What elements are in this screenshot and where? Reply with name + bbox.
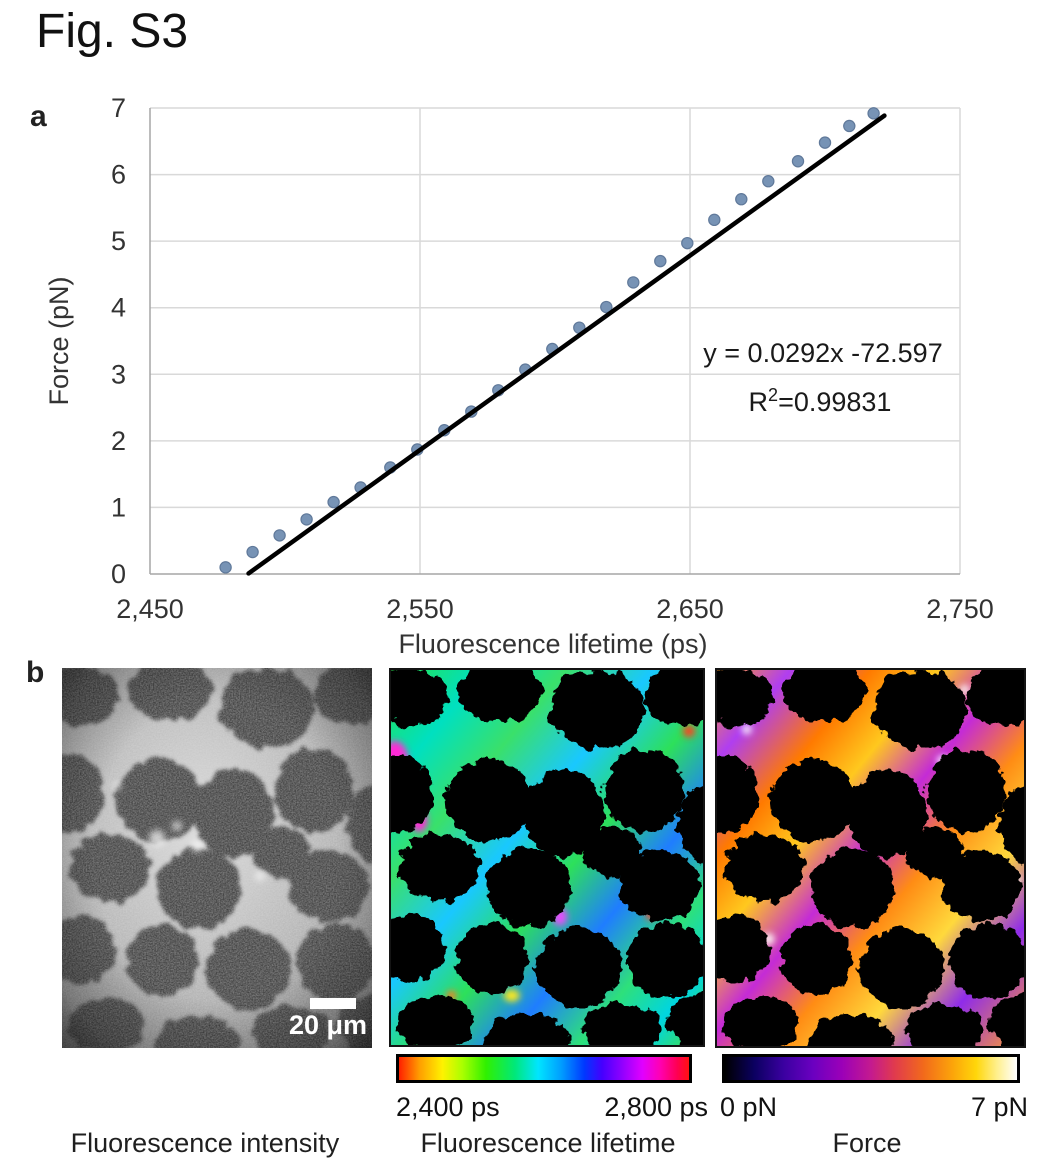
svg-text:2: 2	[111, 426, 126, 456]
svg-text:0: 0	[111, 559, 126, 589]
svg-text:3: 3	[111, 359, 126, 389]
svg-text:2,450: 2,450	[116, 594, 184, 624]
microscopy-image-force	[715, 668, 1026, 1048]
lifetime-colorbar-labels: 2,400 ps 2,800 ps	[396, 1092, 708, 1123]
svg-text:2,550: 2,550	[386, 594, 454, 624]
speckle-noise-layer	[391, 670, 703, 1045]
lifetime-min-label: 2,400 ps	[396, 1092, 500, 1122]
figure-title: Fig. S3	[36, 5, 189, 58]
scale-bar	[310, 998, 356, 1009]
svg-text:1: 1	[111, 492, 126, 522]
fit-equation: y = 0.0292x -72.597	[703, 338, 942, 368]
speckle-noise-layer	[717, 670, 1024, 1046]
y-axis-title: Force (pN)	[44, 276, 74, 405]
svg-text:7: 7	[111, 93, 126, 123]
vignette	[62, 668, 372, 1048]
svg-text:2,750: 2,750	[926, 594, 994, 624]
chart-tick-labels: 0 1 2 3 4 5 6 7 2,450 2,550 2,650 2,750	[111, 93, 994, 624]
lifetime-max-label: 2,800 ps	[604, 1092, 708, 1122]
chart-gridlines	[149, 107, 961, 575]
svg-text:2,650: 2,650	[656, 594, 724, 624]
calibration-scatter-chart: 0 1 2 3 4 5 6 7 2,450 2,550 2,650 2,750 Fluorescenc…	[44, 93, 994, 659]
fit-r-squared: R2=0.99831	[749, 385, 892, 417]
force-max-label: 7 pN	[970, 1092, 1028, 1122]
force-min-label: 0 pN	[720, 1092, 778, 1122]
caption-force: Force	[832, 1128, 902, 1158]
lifetime-colorbar	[396, 1054, 692, 1083]
microscopy-image-fluorescence-intensity: 20 μm	[62, 668, 372, 1048]
force-colorbar-labels: 0 pN 7 pN	[720, 1092, 1028, 1123]
svg-text:6: 6	[111, 160, 126, 190]
caption-fluorescence-lifetime: Fluorescence lifetime	[420, 1128, 676, 1158]
trend-line	[246, 113, 887, 576]
caption-fluorescence-intensity: Fluorescence intensity	[70, 1128, 340, 1158]
scale-bar-label: 20 μm	[289, 1010, 367, 1040]
microscopy-image-fluorescence-lifetime	[389, 668, 705, 1047]
panel-a-label: a	[30, 100, 47, 133]
svg-text:5: 5	[111, 226, 126, 256]
x-axis-title: Fluorescence lifetime (ps)	[398, 629, 707, 659]
svg-text:4: 4	[111, 293, 126, 323]
panel-b-label: b	[26, 656, 45, 689]
force-colorbar	[722, 1054, 1020, 1083]
